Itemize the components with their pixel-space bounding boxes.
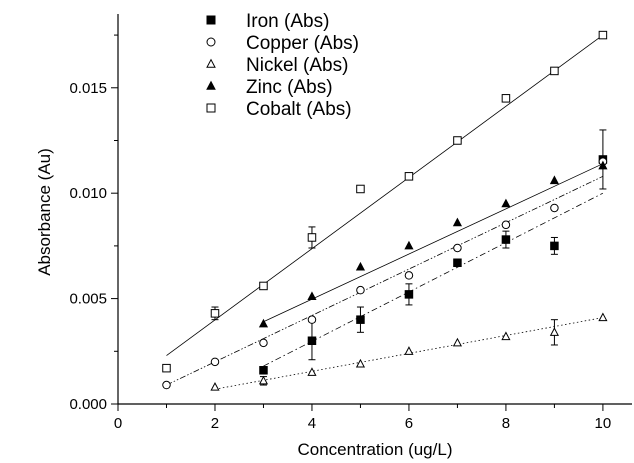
nickel-abs-point [549,327,559,336]
legend-item-zinc-abs: Zinc (Abs) [206,77,333,98]
copper-abs-point [307,315,317,324]
zinc-abs-fit-line [263,163,604,323]
zinc-abs-point [598,160,608,170]
iron-abs-point [307,336,317,346]
copper-abs-fit-line [166,175,604,386]
copper-abs-point [404,271,414,280]
legend-symbol-iron-abs [206,15,216,25]
copper-abs-point [501,220,511,230]
iron-abs-point [259,366,268,375]
legend-label-cobalt-abs: Cobalt (Abs) [246,99,352,120]
zinc-abs-point [307,291,317,301]
copper-abs-point [210,357,220,367]
cobalt-abs-point [598,30,608,40]
x-tick-label: 6 [405,415,413,432]
markers-layer [162,30,608,391]
zinc-abs-point [549,175,559,185]
iron-abs-point [550,241,559,251]
cobalt-abs-point [356,184,365,194]
nickel-abs-point [307,367,317,376]
legend: Iron (Abs)Copper (Abs)Nickel (Abs)Zinc (… [206,11,359,120]
legend-item-nickel-abs: Nickel (Abs) [206,55,348,76]
legend-label-iron-abs: Iron (Abs) [246,11,329,32]
cobalt-abs-point [210,309,220,318]
cobalt-abs-point [453,136,462,145]
zinc-abs-point [355,261,366,271]
y-tick-label: 0.010 [69,185,107,202]
nickel-abs-point [258,375,269,385]
y-tick-label: 0.005 [69,291,107,308]
legend-symbol-copper-abs [206,37,216,47]
copper-abs-point [162,380,171,390]
legend-symbol-cobalt-abs [206,103,216,113]
copper-abs-point [259,338,268,348]
legend-symbol-zinc-abs [206,80,216,90]
y-axis-title: Absorbance (Au) [35,148,54,276]
legend-item-iron-abs: Iron (Abs) [206,11,329,32]
legend-item-copper-abs: Copper (Abs) [206,33,359,54]
zinc-abs-point [258,318,269,328]
cobalt-abs-point [550,66,559,76]
x-tick-label: 8 [502,415,510,432]
y-tick-label: 0.015 [69,80,107,97]
copper-abs-point [453,243,462,253]
x-tick-label: 2 [211,415,219,432]
iron-abs-point [356,315,365,324]
legend-label-nickel-abs: Nickel (Abs) [246,55,348,76]
nickel-abs-point [210,382,220,391]
x-tick-label: 4 [308,415,316,432]
cobalt-abs-fit-line [166,34,604,356]
zinc-abs-point [452,217,463,227]
iron-abs-fit-line [263,192,604,367]
axes-layer: 0 2 4 6 8 10 0.000 0.005 0.010 0.015 [69,14,632,432]
zinc-abs-point [501,198,511,208]
legend-label-zinc-abs: Zinc (Abs) [246,77,333,98]
x-tick-label: 0 [114,415,122,432]
legend-symbol-nickel-abs [206,58,216,68]
x-axis-title: Concentration (ug/L) [298,440,453,459]
y-tick-label: 0.000 [69,396,107,413]
cobalt-abs-point [162,363,171,373]
cobalt-abs-point [501,94,511,103]
nickel-abs-point [501,331,511,341]
nickel-abs-point [598,312,608,322]
legend-item-cobalt-abs: Cobalt (Abs) [206,99,352,120]
iron-abs-point [453,258,462,268]
nickel-abs-point [404,346,414,355]
fit-lines-layer [166,34,604,390]
nickel-abs-point [355,358,366,368]
zinc-abs-point [404,240,414,250]
cobalt-abs-point [259,281,268,291]
copper-abs-point [356,285,365,295]
nickel-abs-point [452,337,463,347]
x-tick-label: 10 [595,415,612,432]
cobalt-abs-point [307,233,317,242]
copper-abs-point [550,203,559,213]
cobalt-abs-point [404,172,414,181]
iron-abs-point [404,290,414,299]
legend-label-copper-abs: Copper (Abs) [246,33,359,54]
iron-abs-point [501,235,511,244]
